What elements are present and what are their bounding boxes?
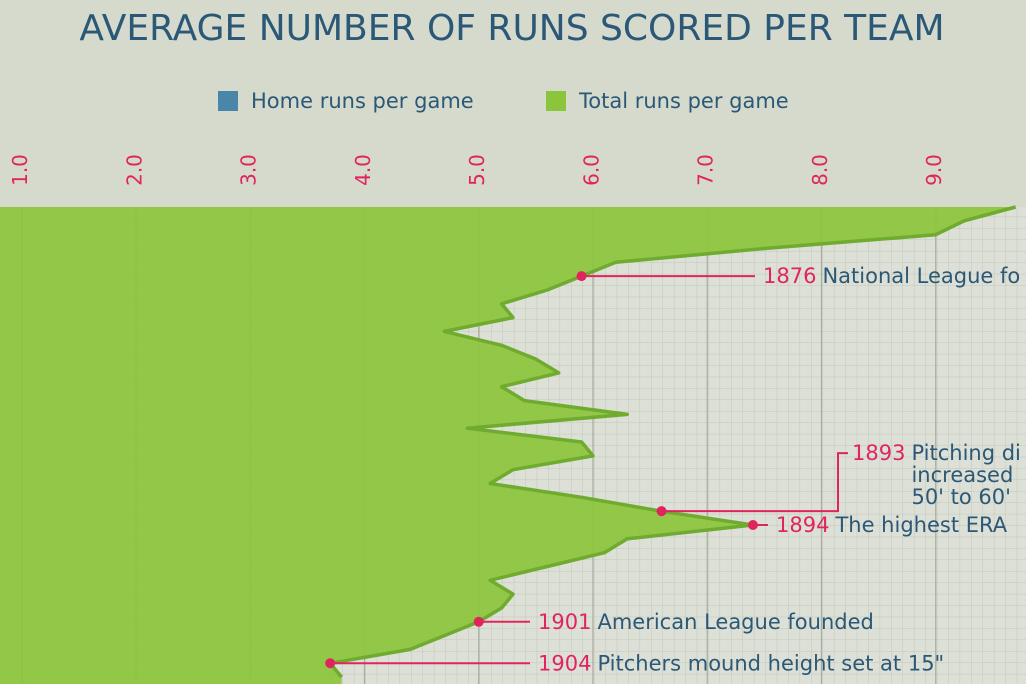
x-tick-label: 6.0 [579,154,603,186]
x-tick-label: 3.0 [237,154,261,186]
annotation-text: increased [911,463,1013,487]
annotation-text: National League fo [822,264,1020,288]
x-tick-label: 4.0 [351,154,375,186]
annotation-year: 1894 [776,513,829,537]
annotation-year: 1904 [538,651,591,675]
annotation-text: Pitchers mound height set at 15" [597,651,944,675]
x-tick-label: 8.0 [808,154,832,186]
legend-swatch [546,91,566,111]
annotation-dot [325,658,336,669]
annotation-year: 1876 [763,264,816,288]
annotation-dot [656,506,667,517]
area [0,207,1016,684]
annotation-year: 1901 [538,610,591,634]
annotation-dot [576,271,587,282]
line [328,205,1017,679]
annotation-dot [747,520,758,530]
chart-title: AVERAGE NUMBER OF RUNS SCORED PER TEAM [79,8,944,49]
annotation-text: American League founded [597,610,873,634]
leader [661,452,848,513]
x-tick-label: 7.0 [694,154,718,186]
legend-label: Home runs per game [251,89,474,113]
x-tick-label: 9.0 [922,154,946,186]
x-tick-label: 2.0 [122,154,146,186]
annotation-year: 1893 [852,441,905,465]
annotation-dot [473,616,484,627]
legend-swatch [218,91,238,111]
annotation-text: 50' to 60' [911,485,1010,509]
x-tick-label: 5.0 [465,154,489,186]
legend-label: Total runs per game [578,89,789,113]
x-tick-label: 1.0 [8,154,32,186]
annotation-text: The highest ERA [834,513,1007,537]
header-bg [0,0,1026,207]
annotation-text: Pitching di [911,441,1020,465]
